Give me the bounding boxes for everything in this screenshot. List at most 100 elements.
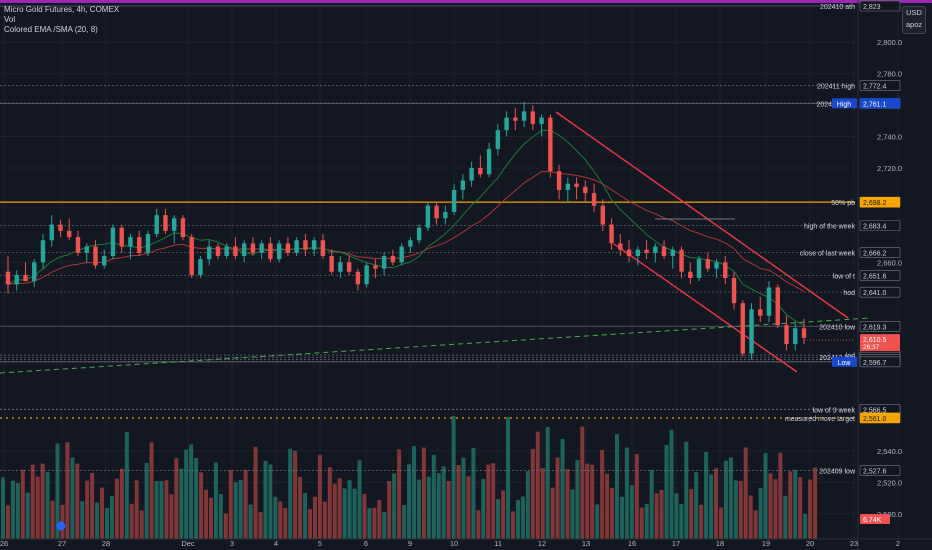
candle-body xyxy=(373,265,378,269)
candle-body xyxy=(793,328,798,345)
candle-body xyxy=(626,249,632,256)
volume-bar xyxy=(496,498,501,539)
level-price-text: 2,683.4 xyxy=(863,223,886,230)
volume-bar xyxy=(238,479,243,539)
volume-bar xyxy=(530,449,535,539)
candle-body xyxy=(469,167,474,181)
volume-bar xyxy=(65,442,70,539)
last-price-text: 2,610.5 xyxy=(863,337,886,344)
volume-bar xyxy=(624,447,629,539)
candle-body xyxy=(233,246,238,256)
level-price-tag xyxy=(859,412,901,424)
symbol-title: Micro Gold Futures, 4h, COMEX xyxy=(4,5,120,14)
channel-lower-line[interactable] xyxy=(613,243,798,373)
candle-body xyxy=(32,262,37,282)
date-tick-label: 16 xyxy=(628,539,636,548)
volume-bar xyxy=(50,500,55,539)
candle-body xyxy=(364,265,369,285)
volume-bars xyxy=(1,416,818,539)
volume-bar xyxy=(20,469,25,539)
date-tick-label: 20 xyxy=(806,539,814,548)
volume-bar xyxy=(748,495,753,539)
volume-bar xyxy=(392,473,397,539)
volume-bar xyxy=(75,463,80,539)
volume-bar xyxy=(456,465,461,539)
volume-bar xyxy=(545,426,550,539)
date-tick-label: 11 xyxy=(494,539,502,548)
date-tick-label: 3 xyxy=(230,539,234,548)
volume-bar xyxy=(491,463,496,539)
date-tick-label: 5 xyxy=(318,539,322,548)
volume-bar xyxy=(654,493,659,539)
candle-body xyxy=(285,243,291,253)
candle-body xyxy=(731,278,737,304)
date-tick-label: 10 xyxy=(450,539,458,548)
volume-bar xyxy=(649,469,654,539)
candle-body xyxy=(224,246,229,256)
candle-body xyxy=(303,240,308,250)
candle-body xyxy=(119,227,124,247)
volume-bar xyxy=(421,447,426,539)
candle-body xyxy=(294,240,299,253)
candle-body xyxy=(259,243,264,253)
volume-bar xyxy=(90,472,95,539)
volume-bar xyxy=(129,503,134,539)
volume-bar xyxy=(515,500,520,539)
level-label: 202411 high xyxy=(817,84,855,91)
volume-bar xyxy=(580,426,585,539)
trend-channel[interactable] xyxy=(0,111,871,374)
level-label: close of last week xyxy=(800,251,856,258)
moving-average-line xyxy=(7,171,805,292)
volume-bar xyxy=(228,470,233,539)
volume-bar xyxy=(773,479,778,539)
price-tick-label: 2,800.0 xyxy=(877,38,902,47)
candle-body xyxy=(714,262,719,269)
volume-bar xyxy=(560,438,565,539)
candle-body xyxy=(171,218,177,231)
candle-body xyxy=(434,205,439,219)
volume-bar xyxy=(738,480,743,539)
channel-upper-line[interactable] xyxy=(555,111,849,319)
volume-bar xyxy=(124,432,129,539)
volume-bar xyxy=(303,493,308,539)
volume-bar xyxy=(590,464,595,539)
level-labels: 202410 ath 2,823 202411 high 2,772.4 2,761.1… xyxy=(56,0,901,531)
volume-bar xyxy=(664,444,669,539)
candle-body xyxy=(408,240,413,247)
volume-tag xyxy=(860,514,890,524)
volume-bar xyxy=(5,505,10,539)
volume-bar xyxy=(169,494,174,539)
candle-body xyxy=(749,309,754,354)
date-tick-label: 23 xyxy=(850,539,858,548)
candle-body xyxy=(75,237,81,253)
level-price-text: 2,619.3 xyxy=(863,324,886,331)
volume-bar xyxy=(753,510,758,539)
candle-body xyxy=(801,328,807,338)
volume-bar xyxy=(629,485,634,539)
volume-bar xyxy=(159,481,164,539)
volume-bar xyxy=(634,453,639,539)
candle-body xyxy=(206,246,212,260)
volume-bar xyxy=(758,487,763,539)
volume-bar xyxy=(194,457,199,539)
volume-bar xyxy=(208,497,213,539)
level-price-text: 2,596.7 xyxy=(863,360,886,367)
candle-body xyxy=(784,325,789,345)
candle-body xyxy=(320,240,326,256)
level-price-tag xyxy=(859,98,901,109)
candle-body xyxy=(128,237,133,247)
volume-bar xyxy=(204,489,209,539)
grid xyxy=(0,6,899,539)
level-flag-box xyxy=(832,356,857,367)
volume-bar xyxy=(466,476,471,539)
volume-bar xyxy=(35,476,40,539)
volume-bar xyxy=(327,467,332,539)
dashed-trendline[interactable] xyxy=(0,317,871,374)
volume-bar xyxy=(268,464,273,539)
candle-body xyxy=(23,274,28,282)
candle-body xyxy=(399,246,404,263)
volume-bar xyxy=(278,501,283,539)
currency-button[interactable]: USD apoz xyxy=(902,6,926,34)
volume-bar xyxy=(451,416,456,539)
